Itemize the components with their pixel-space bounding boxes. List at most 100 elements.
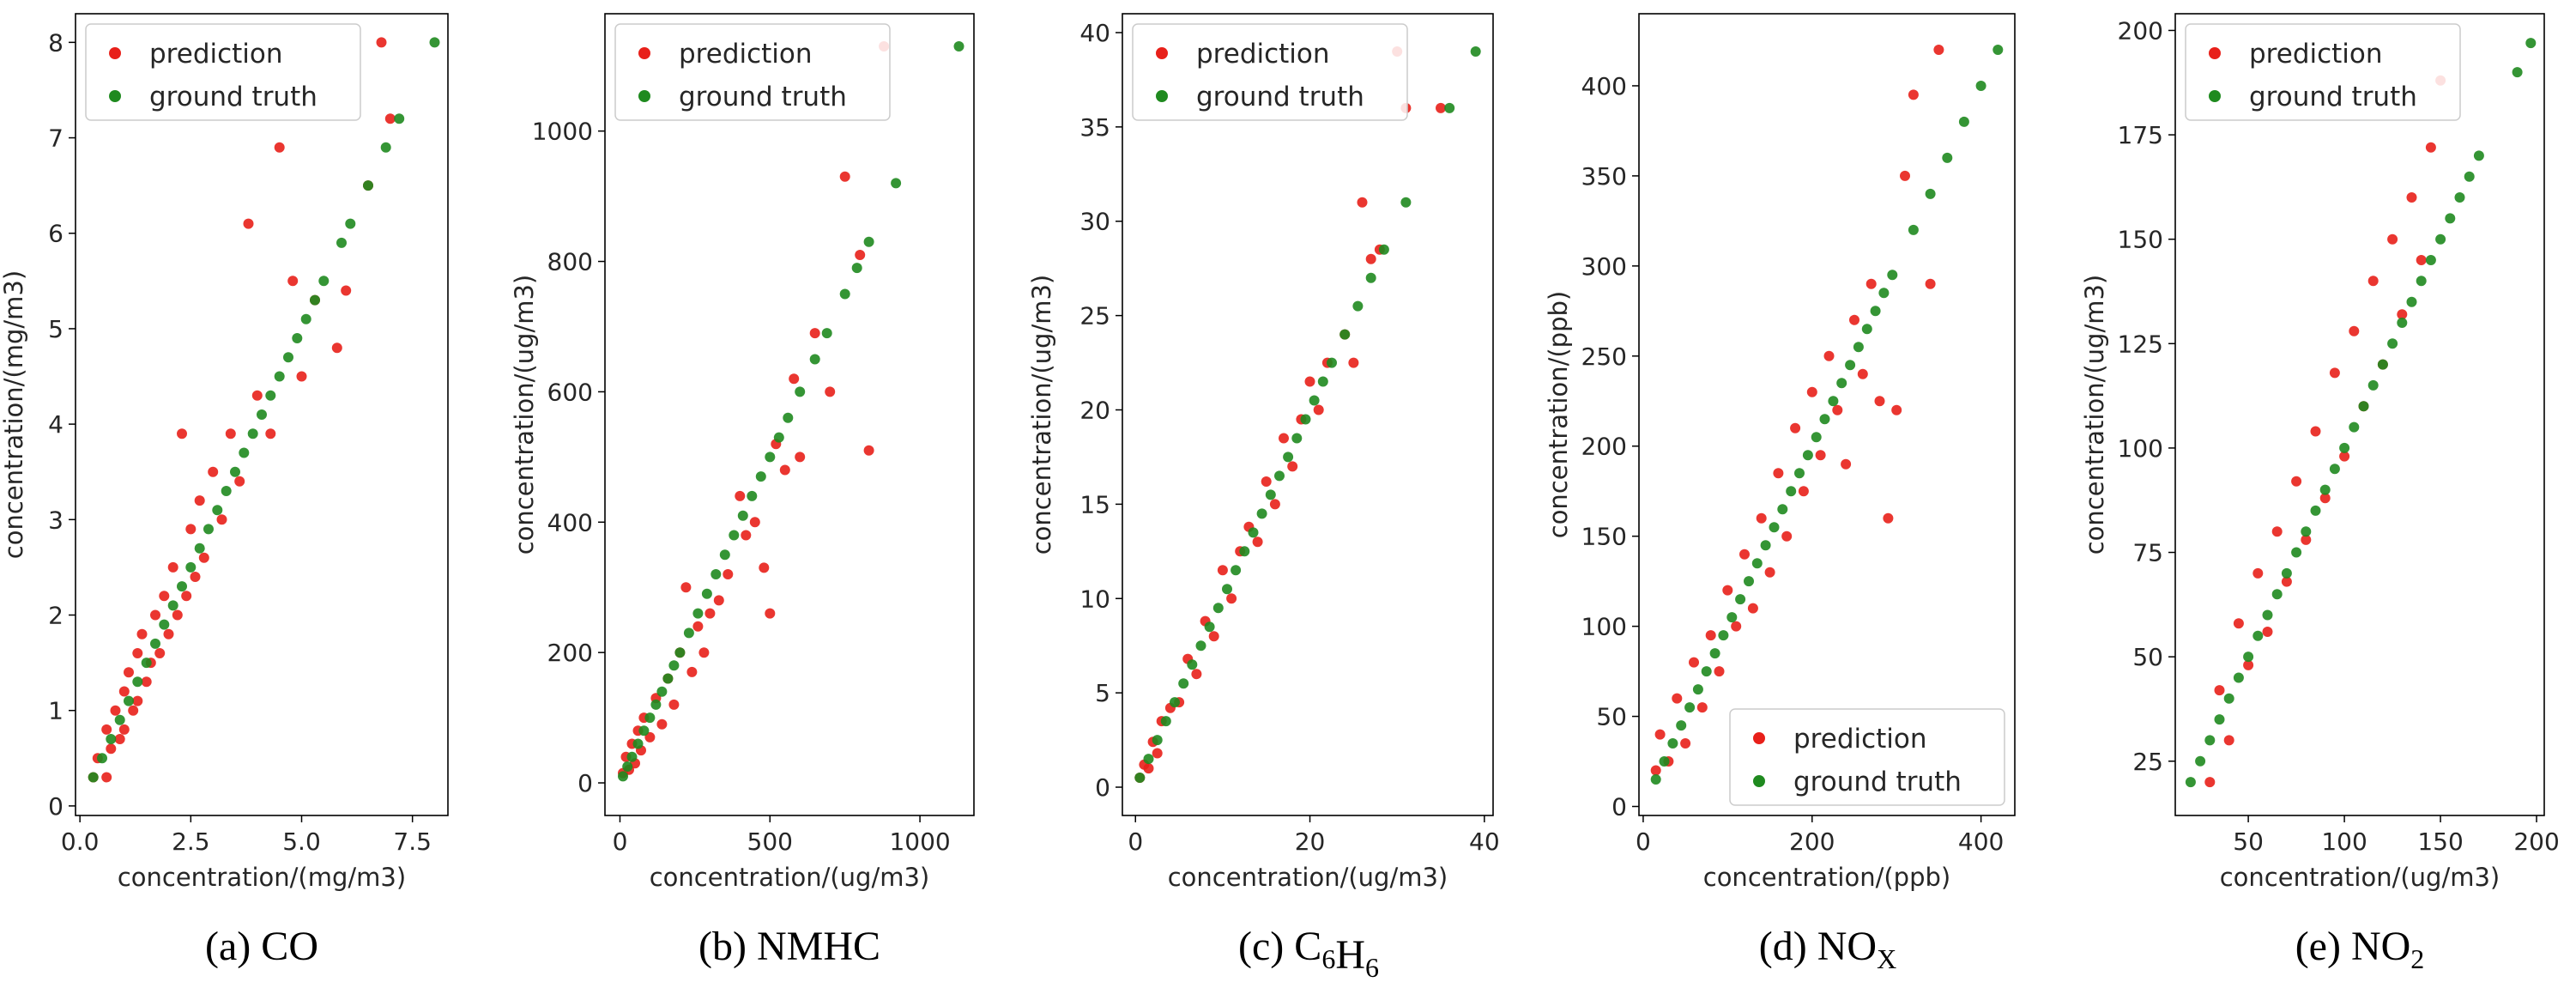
data-point-prediction (331, 342, 342, 354)
y-tick-label: 50 (1596, 703, 1627, 731)
data-point-ground-truth (177, 581, 187, 592)
legend-label-ground-truth: ground truth (1793, 767, 1962, 797)
legend-box (2185, 23, 2461, 121)
data-point-ground-truth (1958, 116, 1969, 127)
data-point-ground-truth (632, 738, 644, 749)
data-point-prediction (789, 373, 800, 385)
data-point-ground-truth (1836, 378, 1847, 389)
data-point-prediction (2271, 526, 2283, 537)
data-point-ground-truth (1794, 468, 1805, 479)
data-point-ground-truth (1769, 522, 1780, 533)
x-tick-label: 150 (2417, 827, 2463, 856)
data-point-prediction (656, 718, 668, 730)
data-point-prediction (185, 524, 197, 535)
data-point-ground-truth (283, 352, 293, 363)
data-point-ground-truth (1365, 272, 1376, 283)
data-point-prediction (177, 428, 187, 439)
data-point-ground-truth (747, 490, 758, 501)
data-point-prediction (1304, 376, 1315, 387)
data-point-prediction (1722, 585, 1733, 596)
data-point-prediction (2252, 567, 2264, 579)
data-point-prediction (2397, 309, 2408, 320)
data-point-prediction (106, 743, 117, 755)
data-point-ground-truth (2214, 714, 2225, 725)
x-tick-label: 20 (1295, 827, 1326, 856)
data-point-prediction (1654, 729, 1666, 740)
data-point-ground-truth (132, 676, 143, 688)
y-tick-label: 0 (48, 792, 63, 821)
legend-marker-prediction (1156, 47, 1168, 59)
data-point-ground-truth (1684, 702, 1696, 713)
data-point-ground-truth (185, 561, 197, 573)
data-point-ground-truth (2185, 777, 2196, 788)
data-point-prediction (2301, 534, 2312, 545)
y-tick-label: 1000 (532, 118, 593, 146)
data-point-prediction (265, 428, 276, 439)
data-point-ground-truth (1811, 432, 1822, 443)
y-tick-label: 100 (1581, 613, 1627, 641)
data-point-prediction (1208, 631, 1219, 642)
y-tick-label: 0 (1612, 793, 1627, 821)
data-point-prediction (132, 648, 143, 658)
data-point-ground-truth (1718, 630, 1729, 641)
data-point-prediction (1287, 461, 1298, 472)
data-point-prediction (1357, 197, 1368, 208)
data-point-ground-truth (2445, 213, 2456, 224)
data-point-ground-truth (1283, 452, 1294, 463)
y-tick-label: 200 (1581, 433, 1627, 461)
y-axis-label: concentration/(ug/m3) (510, 275, 539, 555)
data-point-ground-truth (1701, 666, 1712, 677)
data-point-prediction (1781, 530, 1793, 542)
data-point-ground-truth (1925, 188, 1936, 199)
data-point-prediction (1650, 765, 1661, 776)
data-point-prediction (2310, 426, 2321, 437)
data-point-ground-truth (1777, 504, 1788, 515)
data-point-prediction (723, 569, 734, 579)
y-tick-label: 150 (2118, 226, 2163, 254)
data-point-prediction (159, 591, 170, 602)
y-tick-label: 300 (1581, 252, 1627, 281)
data-point-prediction (668, 699, 680, 710)
data-point-ground-truth (626, 751, 638, 762)
data-point-prediction (1191, 669, 1202, 680)
y-tick-label: 125 (2118, 330, 2163, 358)
data-point-ground-truth (318, 276, 330, 287)
data-point-ground-truth (167, 600, 178, 611)
data-point-ground-truth (2416, 276, 2427, 287)
legend-marker-ground-truth (2209, 90, 2221, 102)
y-tick-label: 4 (48, 410, 63, 439)
data-point-ground-truth (106, 734, 117, 744)
data-point-ground-truth (1992, 45, 2004, 55)
x-axis-label: concentration/(ug/m3) (650, 863, 930, 892)
data-point-prediction (124, 667, 134, 678)
data-point-prediction (2281, 576, 2292, 587)
data-point-ground-truth (300, 313, 311, 324)
data-point-ground-truth (230, 466, 240, 477)
data-point-prediction (376, 37, 387, 48)
data-point-prediction (128, 705, 139, 716)
legend-marker-prediction (1753, 732, 1765, 744)
data-point-prediction (194, 495, 205, 506)
data-point-ground-truth (1853, 342, 1864, 353)
data-point-prediction (2214, 685, 2225, 696)
y-tick-label: 0 (1095, 773, 1110, 802)
x-tick-label: 200 (1789, 827, 1835, 856)
y-tick-label: 200 (547, 639, 593, 667)
data-point-prediction (735, 490, 746, 501)
data-point-ground-truth (1975, 81, 1986, 91)
data-point-ground-truth (1265, 489, 1276, 500)
data-point-prediction (1747, 603, 1758, 614)
data-point-prediction (2233, 618, 2244, 629)
data-point-ground-truth (701, 588, 712, 599)
data-point-ground-truth (692, 608, 704, 619)
data-point-prediction (713, 595, 724, 606)
chart-panel-5: 50 100 150 200 25 50 75 100 125 150 175 200 concentr… (2080, 13, 2560, 974)
data-point-prediction (1925, 278, 1936, 289)
data-point-ground-truth (891, 178, 902, 189)
data-point-prediction (1806, 386, 1817, 397)
y-axis-label: concentration/(ppb) (1544, 291, 1573, 538)
data-point-ground-truth (2367, 379, 2379, 391)
data-point-ground-truth (2473, 150, 2484, 161)
data-point-ground-truth (2281, 567, 2292, 579)
legend-marker-ground-truth (109, 90, 121, 102)
